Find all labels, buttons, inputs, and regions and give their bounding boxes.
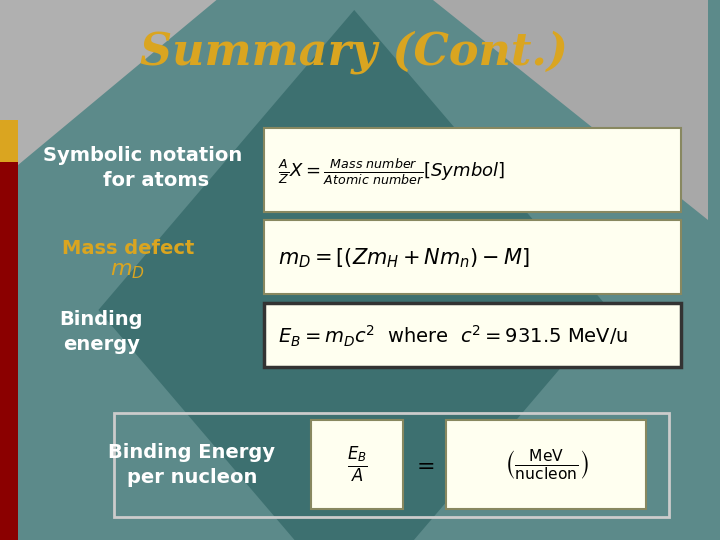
Text: Mass defect: Mass defect [62, 239, 194, 258]
FancyBboxPatch shape [264, 220, 681, 294]
Text: $\frac{A}{Z}X = \frac{\mathit{Mass\ number}}{\mathit{Atomic\ number}}\left[Symbo: $\frac{A}{Z}X = \frac{\mathit{Mass\ numb… [279, 157, 505, 187]
FancyBboxPatch shape [264, 128, 681, 212]
Text: $m_D = \left[\left(Zm_H + Nm_n\right) - M\right]$: $m_D = \left[\left(Zm_H + Nm_n\right) - … [279, 246, 531, 270]
FancyBboxPatch shape [446, 420, 647, 509]
Text: $\frac{E_B}{A}$: $\frac{E_B}{A}$ [347, 445, 368, 485]
FancyBboxPatch shape [311, 420, 403, 509]
Text: $=$: $=$ [412, 455, 434, 475]
Polygon shape [0, 0, 217, 180]
Text: Symbolic notation
    for atoms: Symbolic notation for atoms [43, 146, 243, 190]
Polygon shape [433, 0, 708, 220]
Text: $E_B = m_D c^2$  where  $c^2 = 931.5$ MeV/u: $E_B = m_D c^2$ where $c^2 = 931.5$ MeV/… [279, 323, 629, 349]
Text: Binding
energy: Binding energy [60, 310, 143, 354]
Polygon shape [99, 10, 610, 540]
Text: Summary (Cont.): Summary (Cont.) [140, 30, 568, 74]
Text: $m_D$: $m_D$ [110, 259, 145, 281]
Text: Binding Energy
per nucleon: Binding Energy per nucleon [109, 443, 275, 487]
Bar [0, 120, 18, 162]
FancyBboxPatch shape [264, 303, 681, 367]
Text: $\left(\frac{\mathrm{MeV}}{\mathrm{nucleon}}\right)$: $\left(\frac{\mathrm{MeV}}{\mathrm{nucle… [503, 448, 588, 482]
Bar [0, 160, 18, 540]
